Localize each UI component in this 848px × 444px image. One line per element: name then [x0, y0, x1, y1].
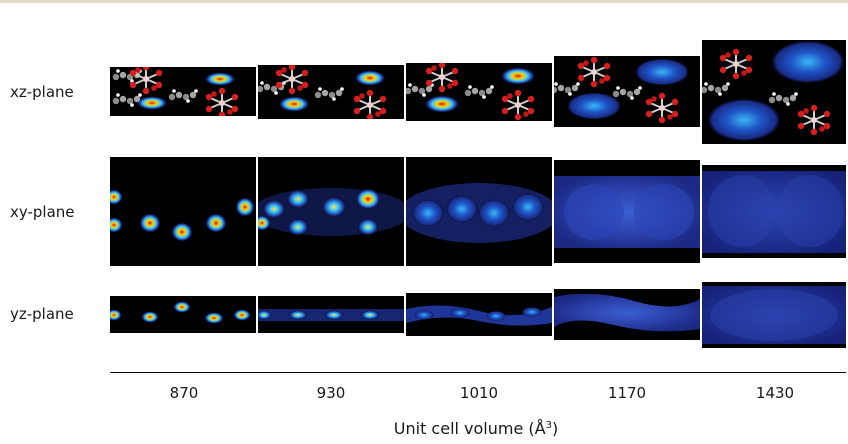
x-tick-1170: 1170: [607, 384, 647, 402]
x-axis-title-close: ): [551, 419, 559, 438]
xy-panel-1430: [702, 165, 846, 258]
xz-panel-1010: [406, 63, 552, 121]
yz-panel-930: [258, 296, 404, 333]
x-tick-870: 870: [169, 384, 199, 402]
xz-panel-930: [258, 65, 404, 119]
x-axis-line: [110, 372, 846, 373]
x-tick-1010: 1010: [459, 384, 499, 402]
top-rule: [0, 0, 848, 3]
yz-panel-1430: [702, 282, 846, 348]
yz-panel-1170: [554, 289, 700, 340]
xy-panel-870: [110, 157, 256, 266]
x-axis-title-superscript: 3: [545, 420, 552, 431]
x-axis-title: Unit cell volume (Å3): [394, 416, 558, 439]
xy-panel-930: [258, 157, 404, 266]
x-tick-1430: 1430: [755, 384, 795, 402]
xz-panel-1430: [702, 40, 846, 144]
xy-panel-1170: [554, 160, 700, 263]
xz-panel-1170: [554, 56, 700, 127]
x-axis-title-main: Unit cell volume (Å: [393, 419, 546, 438]
yz-panel-870: [110, 296, 256, 333]
yz-panel-1010: [406, 293, 552, 336]
x-tick-930: 930: [316, 384, 346, 402]
xz-panel-870: [110, 67, 256, 116]
row-label-xz: xz-plane: [10, 83, 74, 101]
row-label-xy: xy-plane: [10, 203, 75, 221]
xy-panel-1010: [406, 157, 552, 266]
row-label-yz: yz-plane: [10, 305, 74, 323]
